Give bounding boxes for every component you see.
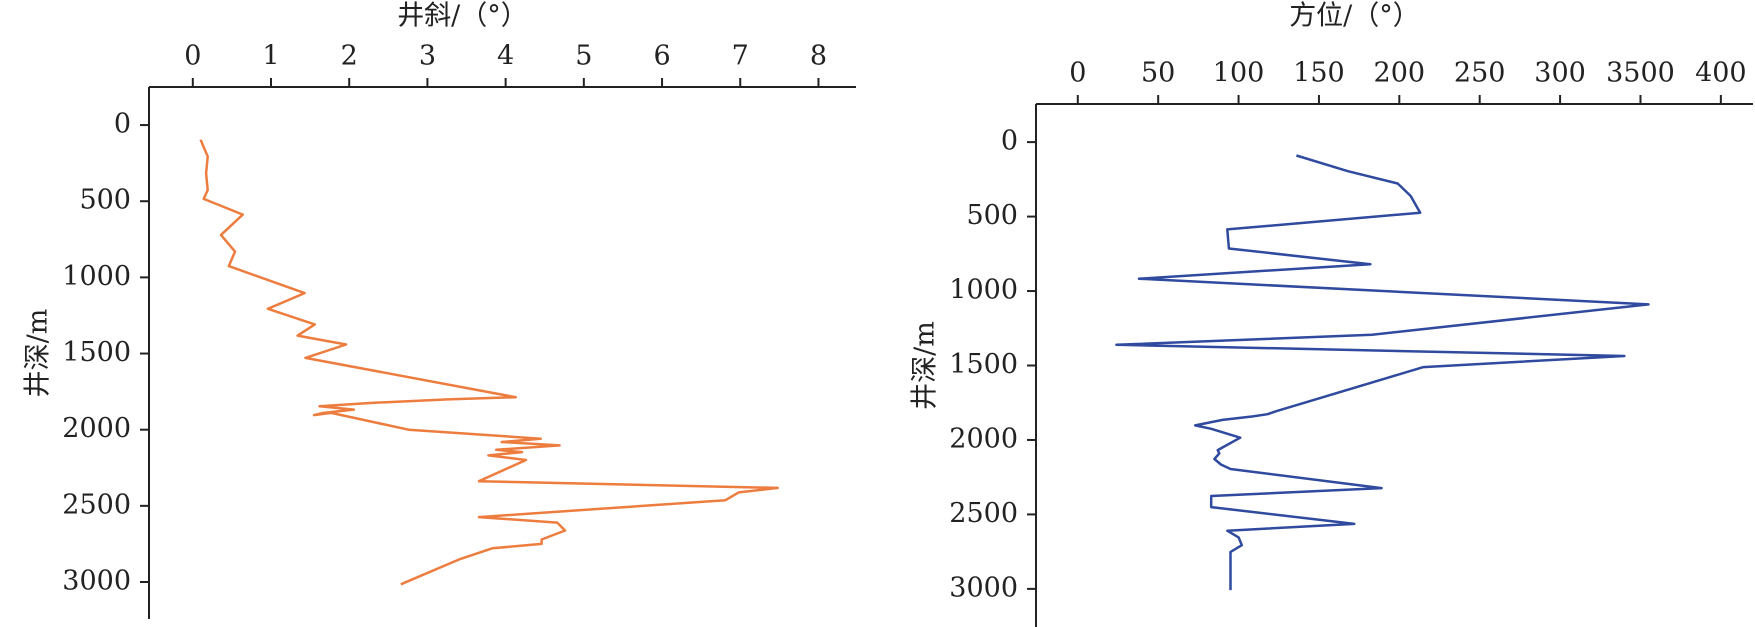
- y-tick-label: 2000: [62, 413, 131, 444]
- x-tick-label: 3: [419, 41, 436, 72]
- y-tick-label: 0: [1001, 126, 1018, 157]
- x-tick-label: 0: [184, 41, 201, 72]
- x-tick-label: 0: [1069, 58, 1086, 89]
- x-tick-label: 1: [262, 41, 279, 72]
- x-tick-label: 50: [1141, 58, 1175, 89]
- y-tick-label: 3000: [949, 572, 1018, 603]
- y-tick-label: 1000: [62, 261, 131, 292]
- y-tick-label: 500: [79, 185, 131, 216]
- y-tick-label: 500: [966, 200, 1018, 231]
- x-tick-label: 3500: [1606, 58, 1675, 89]
- y-tick-label: 3000: [62, 565, 131, 596]
- y-tick-label: 1500: [62, 337, 131, 368]
- x-axis-title: 方位/（°）: [1289, 1, 1420, 32]
- x-tick-label: 7: [732, 41, 749, 72]
- y-tick-label: 0: [114, 109, 131, 140]
- x-tick-label: 400: [1695, 58, 1747, 89]
- data-line: [1115, 154, 1650, 591]
- x-tick-label: 8: [810, 41, 827, 72]
- x-tick-label: 250: [1454, 58, 1506, 89]
- data-line: [199, 139, 780, 586]
- y-tick-label: 1000: [949, 275, 1018, 306]
- y-tick-label: 2500: [62, 489, 131, 520]
- y-axis-title: 井深/m: [910, 321, 941, 410]
- x-tick-label: 5: [575, 41, 592, 72]
- x-tick-label: 6: [653, 41, 670, 72]
- y-tick-label: 2500: [949, 498, 1018, 529]
- x-tick-label: 2: [341, 41, 358, 72]
- x-tick-label: 300: [1534, 58, 1586, 89]
- y-tick-label: 1500: [949, 349, 1018, 380]
- y-axis-title: 井深/m: [23, 309, 54, 398]
- x-axis-title: 井斜/（°）: [397, 1, 528, 32]
- x-tick-label: 200: [1374, 58, 1426, 89]
- x-tick-label: 4: [497, 41, 514, 72]
- y-tick-label: 2000: [949, 423, 1018, 454]
- x-tick-label: 150: [1293, 58, 1345, 89]
- x-tick-label: 100: [1213, 58, 1265, 89]
